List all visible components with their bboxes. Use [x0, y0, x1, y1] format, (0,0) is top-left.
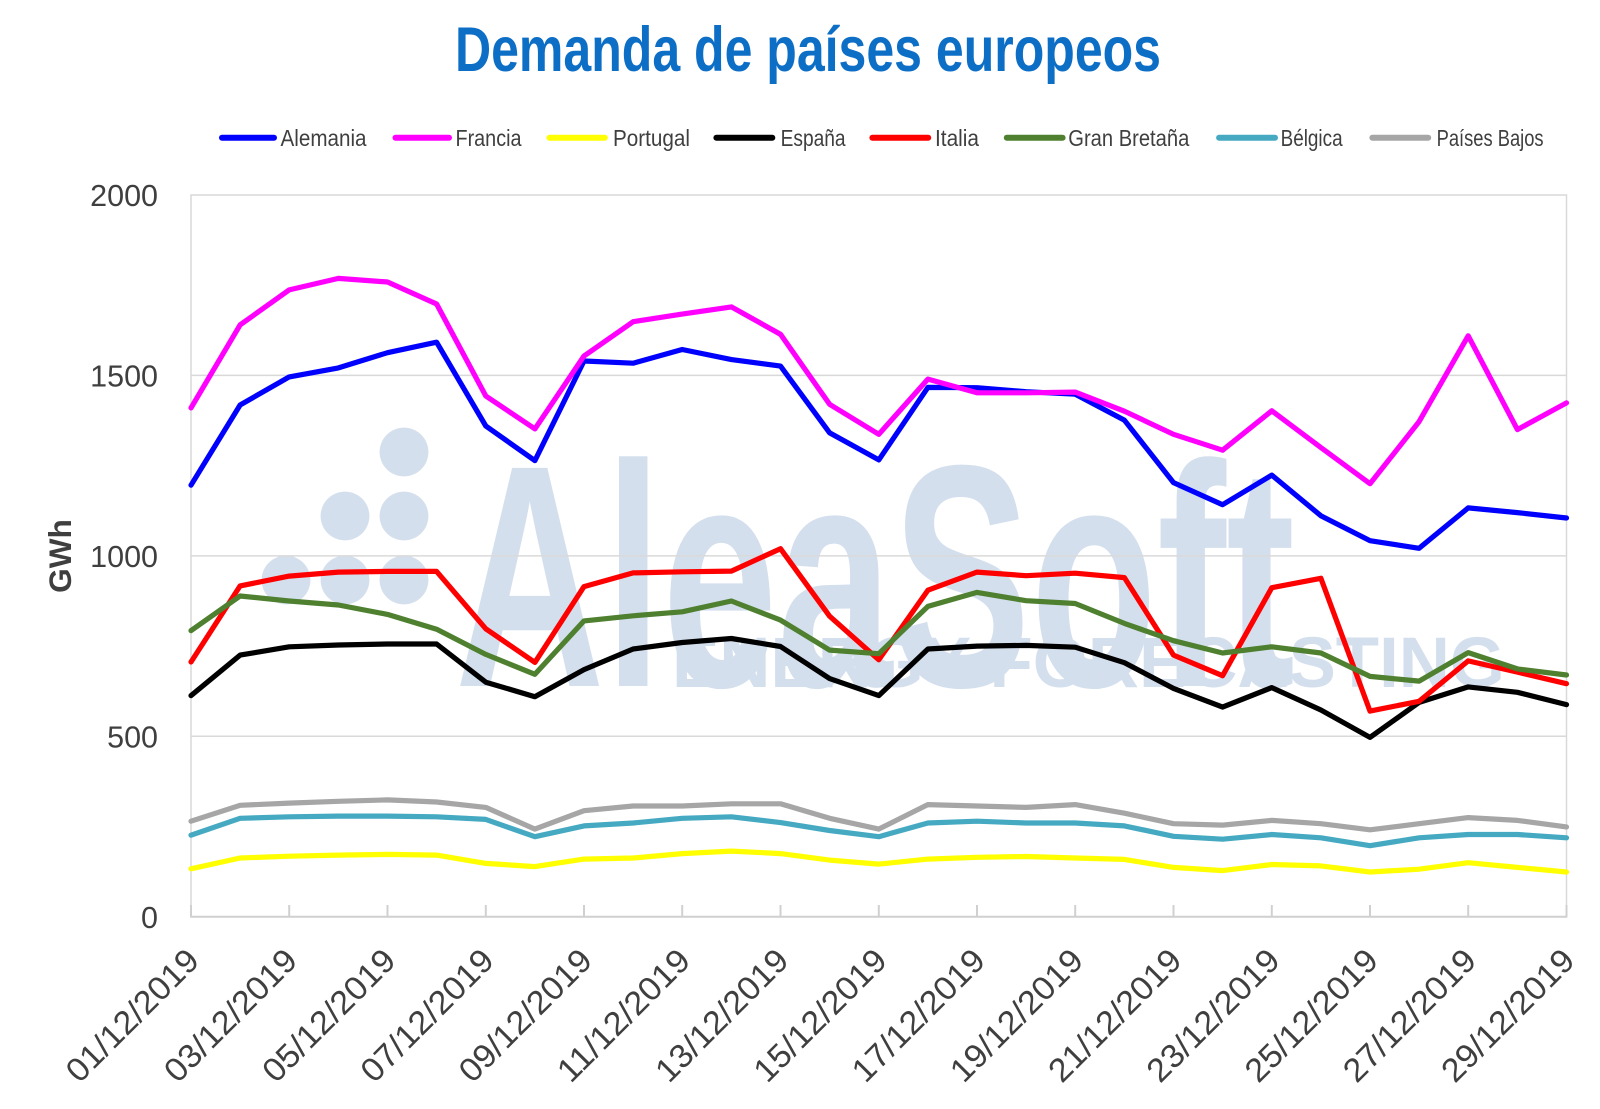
svg-text:ENERGY FORECASTING: ENERGY FORECASTING	[672, 624, 1505, 703]
svg-text:500: 500	[107, 720, 158, 754]
svg-text:España: España	[781, 125, 846, 151]
svg-text:0: 0	[141, 901, 158, 935]
svg-text:1000: 1000	[90, 540, 158, 574]
svg-text:Bélgica: Bélgica	[1281, 125, 1343, 151]
svg-text:Portugal: Portugal	[613, 125, 690, 151]
svg-text:Demanda de países europeos: Demanda de países europeos	[455, 15, 1161, 85]
svg-text:2000: 2000	[90, 179, 158, 213]
svg-text:Países Bajos: Países Bajos	[1437, 125, 1544, 151]
svg-text:Gran Bretaña: Gran Bretaña	[1068, 125, 1189, 151]
svg-text:Alemania: Alemania	[281, 125, 367, 151]
svg-text:Francia: Francia	[456, 125, 522, 151]
svg-text:Italia: Italia	[935, 125, 979, 151]
svg-text:1500: 1500	[90, 359, 158, 393]
svg-text:GWh: GWh	[42, 519, 78, 593]
